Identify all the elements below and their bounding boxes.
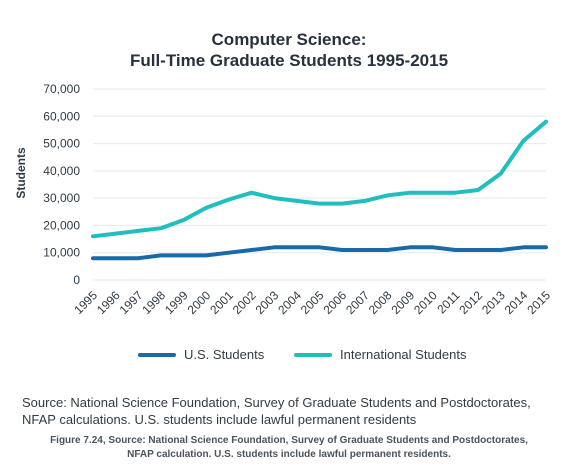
y-tick-label: 30,000 xyxy=(43,191,80,205)
legend-item-us-students: U.S. Students xyxy=(138,347,264,362)
x-tick-label: 2009 xyxy=(388,288,417,317)
y-tick-label: 70,000 xyxy=(43,82,80,96)
y-tick-label: 0 xyxy=(73,273,80,287)
legend: U.S. Students International Students xyxy=(0,347,578,367)
series-line-us-students xyxy=(91,245,548,261)
legend-swatch xyxy=(138,352,176,357)
y-tick-label: 50,000 xyxy=(43,137,80,151)
y-tick-label: 20,000 xyxy=(43,218,80,232)
legend-label: U.S. Students xyxy=(184,347,265,362)
series-line-international-students xyxy=(91,119,548,239)
caption-line: NFAP calculation. U.S. students include … xyxy=(127,449,451,460)
x-tick-label: 1997 xyxy=(117,288,146,317)
y-tick-label: 60,000 xyxy=(43,109,80,123)
x-tick-label: 2001 xyxy=(207,288,236,317)
y-tick-label: 10,000 xyxy=(43,246,80,260)
x-tick-label: 2005 xyxy=(298,288,327,317)
x-tick-label: 2010 xyxy=(411,288,440,317)
x-tick-label: 2003 xyxy=(253,288,282,317)
x-tick-label: 2013 xyxy=(479,288,508,317)
x-tick-label: 2011 xyxy=(434,288,462,316)
chart-title: Computer Science: xyxy=(211,30,367,49)
x-tick-label: 1998 xyxy=(139,288,168,317)
x-tick-label: 2015 xyxy=(524,288,553,317)
x-tick-label: 2004 xyxy=(275,288,304,317)
x-tick-label: 2012 xyxy=(456,288,485,317)
x-tick-label: 2000 xyxy=(185,288,214,317)
figure-caption: Figure 7.24, Source: National Science Fo… xyxy=(0,434,578,462)
chart-subtitle: Full-Time Graduate Students 1995-2015 xyxy=(129,51,449,70)
legend-label: International Students xyxy=(340,347,467,362)
x-tick-label: 2006 xyxy=(320,288,349,317)
series-lines xyxy=(91,119,548,261)
x-tick-label: 2008 xyxy=(366,288,395,317)
x-tick-label: 1995 xyxy=(71,288,100,317)
y-axis-label: Students xyxy=(14,147,28,199)
line-chart: 0 10,000 20,000 30,000 40,000 50,000 60,000 70,… xyxy=(14,82,553,317)
y-axis-ticks: 0 10,000 20,000 30,000 40,000 50,000 60,000 70,… xyxy=(43,82,80,287)
legend-swatch xyxy=(294,352,332,357)
x-tick-label: 1999 xyxy=(162,288,191,317)
caption-line: Figure 7.24, Source: National Science Fo… xyxy=(50,435,528,446)
y-tick-label: 40,000 xyxy=(43,164,80,178)
source-note: Source: National Science Foundation, Sur… xyxy=(22,395,531,427)
x-tick-label: 2007 xyxy=(343,288,372,317)
legend-item-international-students: International Students xyxy=(294,347,466,362)
x-tick-label: 2002 xyxy=(230,288,259,317)
x-tick-label: 1996 xyxy=(94,288,123,317)
x-tick-label: 2014 xyxy=(502,288,531,317)
x-axis-ticks: 1995199619971998199920002001200220032004… xyxy=(71,288,553,317)
